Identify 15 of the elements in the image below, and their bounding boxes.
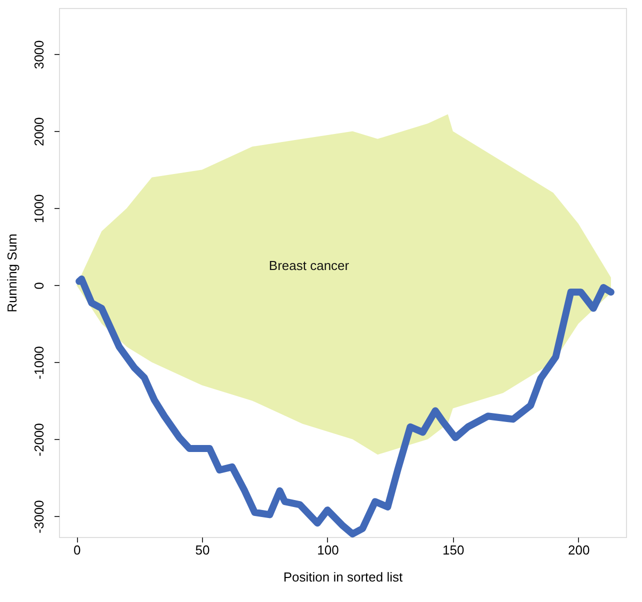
y-tick-label: 2000 [32,117,46,146]
x-tick-label: 150 [442,542,464,558]
x-axis-title: Position in sorted list [283,570,403,584]
x-tick-label: 100 [317,542,339,558]
y-tick-label: -1000 [32,346,46,380]
annotation: Breast cancer [268,258,350,273]
y-tick-label: 3000 [32,40,46,70]
y-tick-label: -2000 [32,423,46,456]
y-tick-label: 1000 [32,194,46,224]
x-tick-label: 0 [73,542,81,558]
x-tick-label: 200 [568,542,590,558]
x-tick-label: 50 [195,542,210,558]
y-tick-label: 0 [32,282,46,290]
y-axis-title: Running Sum [4,234,20,312]
y-tick-label: -3000 [32,500,46,534]
